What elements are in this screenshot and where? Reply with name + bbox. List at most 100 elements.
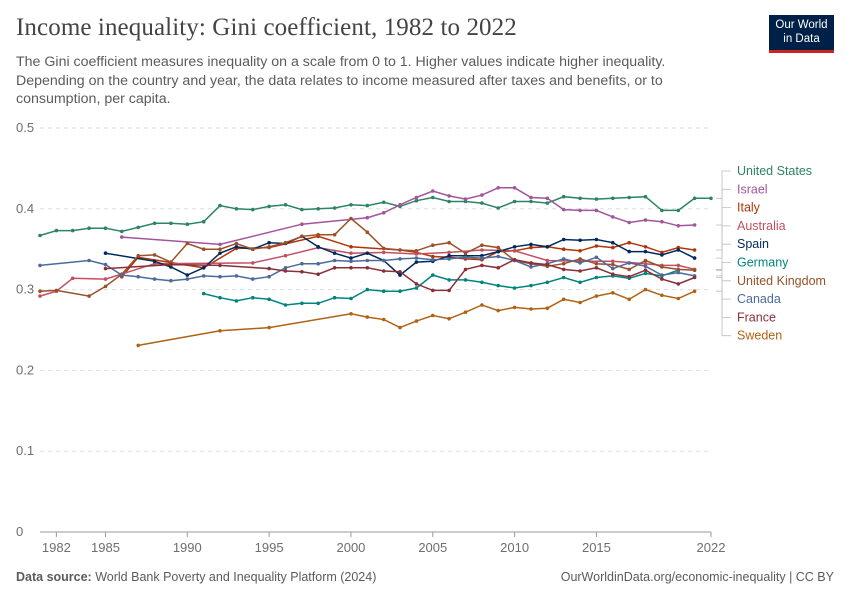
data-point[interactable]	[578, 280, 582, 285]
data-point[interactable]	[414, 252, 419, 256]
data-point[interactable]	[251, 295, 255, 300]
data-point[interactable]	[627, 274, 631, 279]
data-point[interactable]	[414, 195, 419, 200]
data-point[interactable]	[431, 257, 435, 262]
data-point[interactable]	[561, 237, 566, 242]
data-point[interactable]	[70, 276, 75, 281]
data-point[interactable]	[381, 200, 386, 205]
data-point[interactable]	[87, 294, 91, 298]
data-point[interactable]	[512, 305, 517, 310]
data-point[interactable]	[218, 263, 222, 268]
data-point[interactable]	[283, 203, 288, 207]
data-point[interactable]	[267, 245, 271, 249]
data-point[interactable]	[120, 273, 124, 277]
data-point[interactable]	[447, 240, 451, 245]
data-point[interactable]	[643, 264, 648, 269]
data-point[interactable]	[267, 204, 271, 209]
data-point[interactable]	[267, 297, 271, 302]
data-point[interactable]	[512, 186, 517, 190]
data-point[interactable]	[365, 315, 370, 319]
legend-label-canada[interactable]: Canada	[737, 292, 781, 306]
data-point[interactable]	[414, 282, 419, 286]
data-point[interactable]	[365, 215, 370, 220]
data-point[interactable]	[529, 245, 533, 250]
data-point[interactable]	[627, 240, 631, 245]
data-point[interactable]	[561, 247, 566, 251]
data-point[interactable]	[332, 258, 337, 263]
data-point[interactable]	[201, 291, 206, 296]
data-point[interactable]	[692, 223, 697, 227]
data-point[interactable]	[152, 259, 157, 264]
data-point[interactable]	[103, 266, 108, 271]
data-point[interactable]	[381, 317, 386, 322]
data-point[interactable]	[692, 275, 697, 280]
data-point[interactable]	[512, 257, 517, 262]
data-point[interactable]	[431, 243, 435, 247]
data-point[interactable]	[169, 262, 173, 267]
data-point[interactable]	[332, 232, 337, 237]
data-point[interactable]	[578, 261, 582, 265]
series-united-states[interactable]	[38, 194, 713, 238]
data-point[interactable]	[529, 283, 533, 288]
data-point[interactable]	[643, 268, 648, 273]
data-point[interactable]	[529, 261, 533, 265]
data-point[interactable]	[643, 218, 648, 222]
data-point[interactable]	[283, 253, 288, 258]
data-point[interactable]	[545, 280, 550, 285]
legend-label-germany[interactable]: Germany	[737, 256, 789, 270]
data-point[interactable]	[512, 286, 517, 290]
data-point[interactable]	[431, 195, 435, 200]
data-point[interactable]	[660, 253, 664, 257]
data-point[interactable]	[692, 248, 697, 252]
data-point[interactable]	[676, 248, 681, 252]
data-point[interactable]	[103, 251, 108, 255]
data-point[interactable]	[332, 266, 337, 270]
data-point[interactable]	[300, 234, 304, 239]
data-point[interactable]	[349, 312, 353, 316]
data-point[interactable]	[692, 289, 697, 294]
data-point[interactable]	[201, 266, 206, 270]
data-point[interactable]	[381, 246, 386, 251]
data-point[interactable]	[251, 261, 255, 265]
data-point[interactable]	[545, 306, 550, 311]
data-point[interactable]	[578, 208, 582, 213]
data-point[interactable]	[316, 245, 321, 249]
data-point[interactable]	[398, 273, 402, 277]
data-point[interactable]	[234, 245, 239, 249]
data-point[interactable]	[480, 280, 484, 285]
data-point[interactable]	[709, 196, 713, 201]
data-point[interactable]	[447, 199, 451, 204]
data-point[interactable]	[136, 274, 140, 279]
data-point[interactable]	[692, 196, 697, 201]
data-point[interactable]	[283, 266, 288, 270]
series-germany[interactable]	[201, 268, 681, 307]
data-point[interactable]	[431, 313, 435, 318]
data-point[interactable]	[676, 270, 681, 275]
data-point[interactable]	[120, 229, 124, 234]
data-point[interactable]	[185, 273, 190, 277]
legend-label-united-kingdom[interactable]: United Kingdom	[737, 274, 826, 288]
legend-label-france[interactable]: France	[737, 310, 776, 324]
data-point[interactable]	[561, 261, 566, 266]
data-point[interactable]	[381, 289, 386, 294]
data-point[interactable]	[316, 272, 321, 277]
data-point[interactable]	[692, 268, 697, 273]
data-point[interactable]	[185, 222, 190, 226]
data-point[interactable]	[643, 245, 648, 249]
data-point[interactable]	[152, 221, 157, 226]
data-point[interactable]	[578, 269, 582, 273]
data-point[interactable]	[447, 257, 451, 261]
data-point[interactable]	[381, 258, 386, 263]
data-point[interactable]	[431, 273, 435, 277]
data-point[interactable]	[578, 196, 582, 201]
series-line[interactable]	[39, 195, 711, 237]
data-point[interactable]	[611, 215, 615, 219]
data-point[interactable]	[676, 267, 681, 272]
data-point[interactable]	[201, 247, 206, 251]
footer-credit[interactable]: OurWorldinData.org/economic-inequality |…	[560, 570, 834, 584]
data-point[interactable]	[611, 245, 615, 250]
legend-label-united-states[interactable]: United States	[737, 164, 812, 178]
data-point[interactable]	[512, 249, 517, 253]
data-point[interactable]	[87, 226, 91, 230]
data-point[interactable]	[480, 201, 484, 205]
